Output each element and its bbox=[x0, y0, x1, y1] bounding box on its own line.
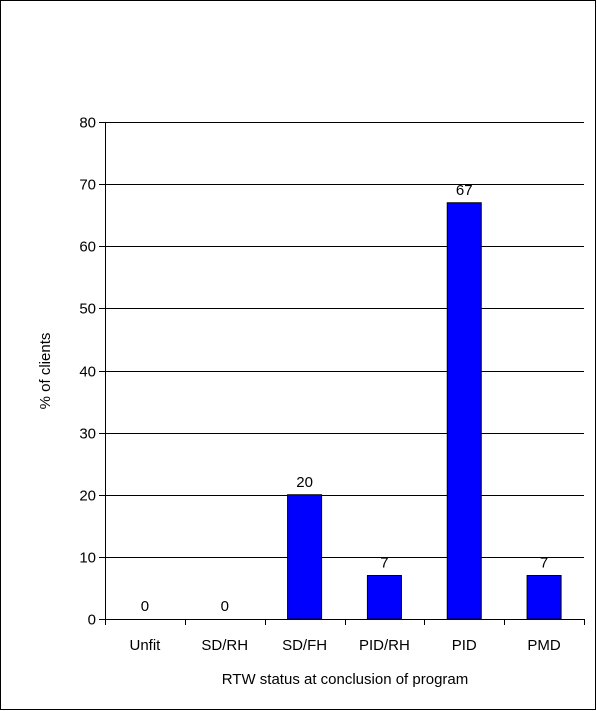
data-label-1: 0 bbox=[221, 598, 229, 615]
bar-pid bbox=[446, 202, 482, 620]
y-tick-label-20: 20 bbox=[79, 488, 96, 505]
bar-sd-fh bbox=[287, 494, 323, 620]
x-tick-label-4: PID bbox=[452, 637, 477, 654]
y-tick-label-0: 0 bbox=[88, 612, 96, 629]
labels: 0 10 20 30 40 50 60 70 80 Unfit 0 SD/RH 0 SD/FH 20 PID/… bbox=[79, 115, 561, 655]
x-tick-label-5: PMD bbox=[527, 637, 561, 654]
y-tick-label-30: 30 bbox=[79, 426, 96, 443]
bar-pmd bbox=[526, 575, 562, 620]
bars bbox=[287, 202, 562, 620]
x-tick-label-1: SD/RH bbox=[201, 637, 248, 654]
data-label-4: 67 bbox=[456, 182, 473, 199]
y-tick-label-40: 40 bbox=[79, 364, 96, 381]
y-tick-label-50: 50 bbox=[79, 301, 96, 318]
y-tick-label-10: 10 bbox=[79, 550, 96, 567]
data-label-0: 0 bbox=[141, 598, 149, 615]
data-label-2: 20 bbox=[296, 474, 313, 491]
axes bbox=[99, 122, 585, 625]
bar-pid-rh bbox=[366, 575, 402, 620]
y-tick-label-80: 80 bbox=[79, 115, 96, 132]
y-tick-label-60: 60 bbox=[79, 239, 96, 256]
x-tick-label-0: Unfit bbox=[129, 637, 161, 654]
gridlines bbox=[105, 122, 584, 558]
x-tick-label-3: PID/RH bbox=[359, 637, 410, 654]
y-tick-label-70: 70 bbox=[79, 177, 96, 194]
data-label-3: 7 bbox=[380, 555, 388, 572]
x-tick-label-2: SD/FH bbox=[282, 637, 327, 654]
data-label-5: 7 bbox=[540, 555, 548, 572]
y-axis-title: % of clients bbox=[37, 333, 54, 410]
x-axis-title: RTW status at conclusion of program bbox=[222, 671, 469, 688]
